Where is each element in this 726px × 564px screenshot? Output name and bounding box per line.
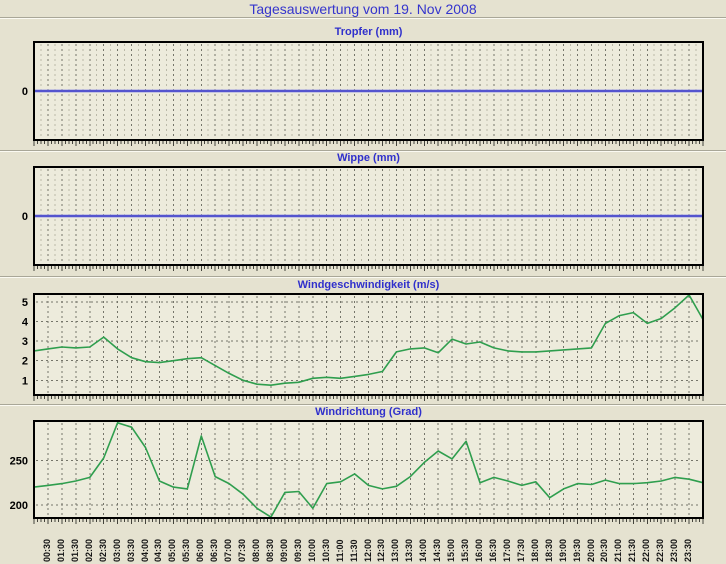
x-tick-label: 00:30 [42, 538, 52, 562]
separator [0, 17, 726, 19]
svg-text:200: 200 [10, 500, 28, 512]
x-tick-label: 23:00 [669, 538, 679, 562]
separator [0, 404, 726, 406]
x-tick-label: 13:30 [404, 538, 414, 562]
page-title: Tagesauswertung vom 19. Nov 2008 [249, 1, 477, 17]
separator [0, 150, 726, 152]
x-tick-label: 18:30 [544, 538, 554, 562]
x-tick-label: 12:30 [376, 538, 386, 562]
x-tick-label: 14:00 [418, 538, 428, 562]
x-tick-label: 03:00 [112, 538, 122, 562]
x-tick-label: 21:00 [613, 538, 623, 562]
x-tick-label: 04:30 [153, 538, 163, 562]
x-tick-label: 02:00 [84, 538, 94, 562]
svg-text:0: 0 [22, 86, 28, 98]
x-tick-label: 07:30 [237, 538, 247, 562]
x-tick-label: 20:00 [586, 538, 596, 562]
x-tick-label: 08:00 [251, 538, 261, 562]
x-tick-label: 07:00 [223, 538, 233, 562]
x-tick-label: 04:00 [140, 538, 150, 562]
x-tick-label: 03:30 [126, 538, 136, 562]
x-tick-label: 06:30 [209, 538, 219, 562]
x-tick-label: 01:00 [56, 538, 66, 562]
svg-text:250: 250 [10, 456, 28, 468]
chart-plot-tropfer: 0 [22, 41, 704, 146]
x-tick-label: 15:30 [460, 538, 470, 562]
x-tick-label: 01:30 [70, 538, 80, 562]
svg-text:2: 2 [22, 356, 28, 368]
x-tick-label: 18:00 [530, 538, 540, 562]
chart-plot-wippe: 0 [22, 166, 704, 271]
svg-text:4: 4 [22, 317, 29, 329]
x-tick-label: 19:30 [572, 538, 582, 562]
x-tick-label: 13:00 [390, 538, 400, 562]
chart-title-tropfer: Tropfer (mm) [334, 26, 403, 38]
svg-text:1: 1 [22, 375, 28, 387]
separator [0, 276, 726, 278]
svg-text:3: 3 [22, 336, 28, 348]
x-tick-label: 19:00 [558, 538, 568, 562]
chart-plot-windgeschwindigkeit: 1 2 3 4 5 [22, 293, 704, 401]
svg-text:0: 0 [22, 211, 28, 223]
svg-text:5: 5 [22, 297, 28, 309]
chart-title-windgeschwindigkeit: Windgeschwindigkeit (m/s) [297, 279, 440, 291]
x-axis-labels: 00:30 01:00 01:30 02:00 02:30 03:00 03:30 04:00… [0, 524, 726, 564]
x-tick-label: 22:30 [655, 538, 665, 562]
x-tick-label: 22:00 [641, 538, 651, 562]
x-tick-label: 06:00 [195, 538, 205, 562]
x-tick-label: 12:00 [363, 538, 373, 562]
x-tick-label: 10:30 [321, 538, 331, 562]
x-tick-label: 10:00 [307, 538, 317, 562]
x-tick-label: 20:30 [599, 538, 609, 562]
x-tick-label: 08:30 [265, 538, 275, 562]
x-tick-label: 11:00 [335, 539, 345, 562]
chart-plot-windrichtung: 200 250 [10, 420, 704, 524]
x-tick-label: 05:30 [181, 538, 191, 562]
chart-title-wippe: Wippe (mm) [337, 152, 400, 164]
x-tick-label: 11:30 [349, 539, 359, 562]
x-tick-label: 05:00 [167, 538, 177, 562]
x-tick-label: 02:30 [98, 538, 108, 562]
x-tick-label: 09:00 [279, 538, 289, 562]
x-tick-label: 16:00 [474, 538, 484, 562]
x-tick-label: 17:30 [516, 538, 526, 562]
x-tick-label: 16:30 [488, 538, 498, 562]
x-tick-label: 21:30 [627, 538, 637, 562]
x-tick-label: 23:30 [683, 538, 693, 562]
x-tick-label: 17:00 [502, 538, 512, 562]
x-tick-label: 09:30 [293, 538, 303, 562]
chart-title-windrichtung: Windrichtung (Grad) [315, 406, 422, 418]
x-tick-label: 14:30 [432, 538, 442, 562]
x-tick-label: 15:00 [446, 538, 456, 562]
